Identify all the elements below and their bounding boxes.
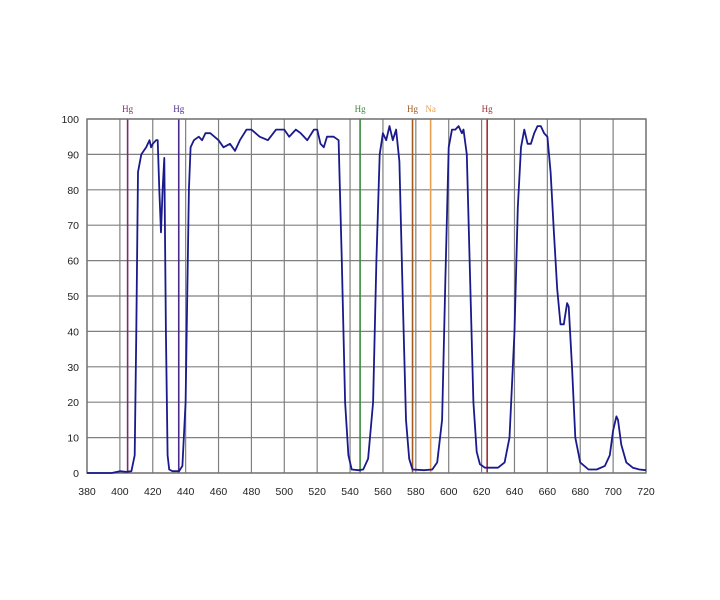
x-tick-label: 720: [637, 486, 655, 498]
x-tick-label: 600: [440, 486, 458, 498]
y-tick-label: 10: [67, 433, 79, 445]
emission-line-label: Hg: [173, 104, 184, 114]
y-tick-label: 90: [67, 149, 79, 161]
transmission-curve: [87, 125, 647, 474]
y-tick-label: 0: [73, 468, 79, 480]
y-tick-label: 60: [67, 256, 79, 268]
emission-line-label: Hg: [407, 104, 418, 114]
x-tick-label: 400: [111, 486, 129, 498]
y-tick-label: 50: [67, 291, 79, 303]
x-tick-label: 500: [276, 486, 294, 498]
x-tick-label: 560: [374, 486, 392, 498]
y-tick-label: 40: [67, 326, 79, 338]
x-tick-label: 540: [341, 486, 359, 498]
x-tick-label: 520: [308, 486, 326, 498]
emission-line-label: Hg: [122, 104, 133, 114]
x-tick-label: 580: [407, 486, 425, 498]
x-tick-label: 700: [604, 486, 622, 498]
x-tick-label: 420: [144, 486, 162, 498]
y-tick-label: 80: [67, 185, 79, 197]
x-tick-label: 380: [78, 486, 96, 498]
y-tick-label: 20: [67, 397, 79, 409]
axes: [86, 118, 647, 474]
x-tick-label: 660: [539, 486, 557, 498]
x-tick-label: 480: [243, 486, 261, 498]
x-tick-label: 440: [177, 486, 195, 498]
emission-lines: Hg Hg Hg Hg Na Hg: [122, 104, 493, 473]
emission-line-label: Na: [425, 104, 436, 114]
x-tick-label: 460: [210, 486, 228, 498]
x-tick-label: 680: [571, 486, 589, 498]
x-tick-label: 620: [473, 486, 491, 498]
y-tick-label: 30: [67, 362, 79, 374]
emission-line-label: Hg: [482, 104, 493, 114]
emission-line-label: Hg: [355, 104, 366, 114]
x-tick-label: 640: [506, 486, 524, 498]
y-tick-label: 70: [67, 220, 79, 232]
y-tick-label: 100: [61, 114, 79, 126]
